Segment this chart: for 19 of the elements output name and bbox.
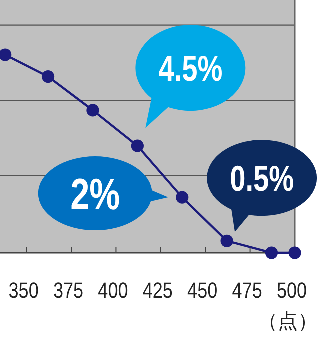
point — [86, 104, 100, 117]
x-tick-label: 450 — [188, 279, 218, 304]
x-tick-label: 475 — [232, 279, 262, 304]
x-tick-label: 400 — [98, 279, 128, 304]
annotation: 0.5% — [230, 158, 294, 199]
point — [176, 191, 189, 204]
x-tick-label: 375 — [53, 279, 84, 304]
x-tick-label: 500 — [276, 279, 308, 304]
annotation: 4.5% — [158, 48, 223, 89]
point — [288, 246, 302, 260]
x-tick-label: 425 — [142, 279, 173, 304]
x-axis-title: （点） — [258, 311, 318, 333]
point — [265, 246, 278, 260]
point — [131, 140, 144, 152]
point — [220, 234, 234, 248]
annotation: 2% — [70, 170, 120, 220]
point — [42, 70, 55, 84]
x-tick-label: 350 — [8, 279, 39, 304]
point — [0, 48, 12, 62]
